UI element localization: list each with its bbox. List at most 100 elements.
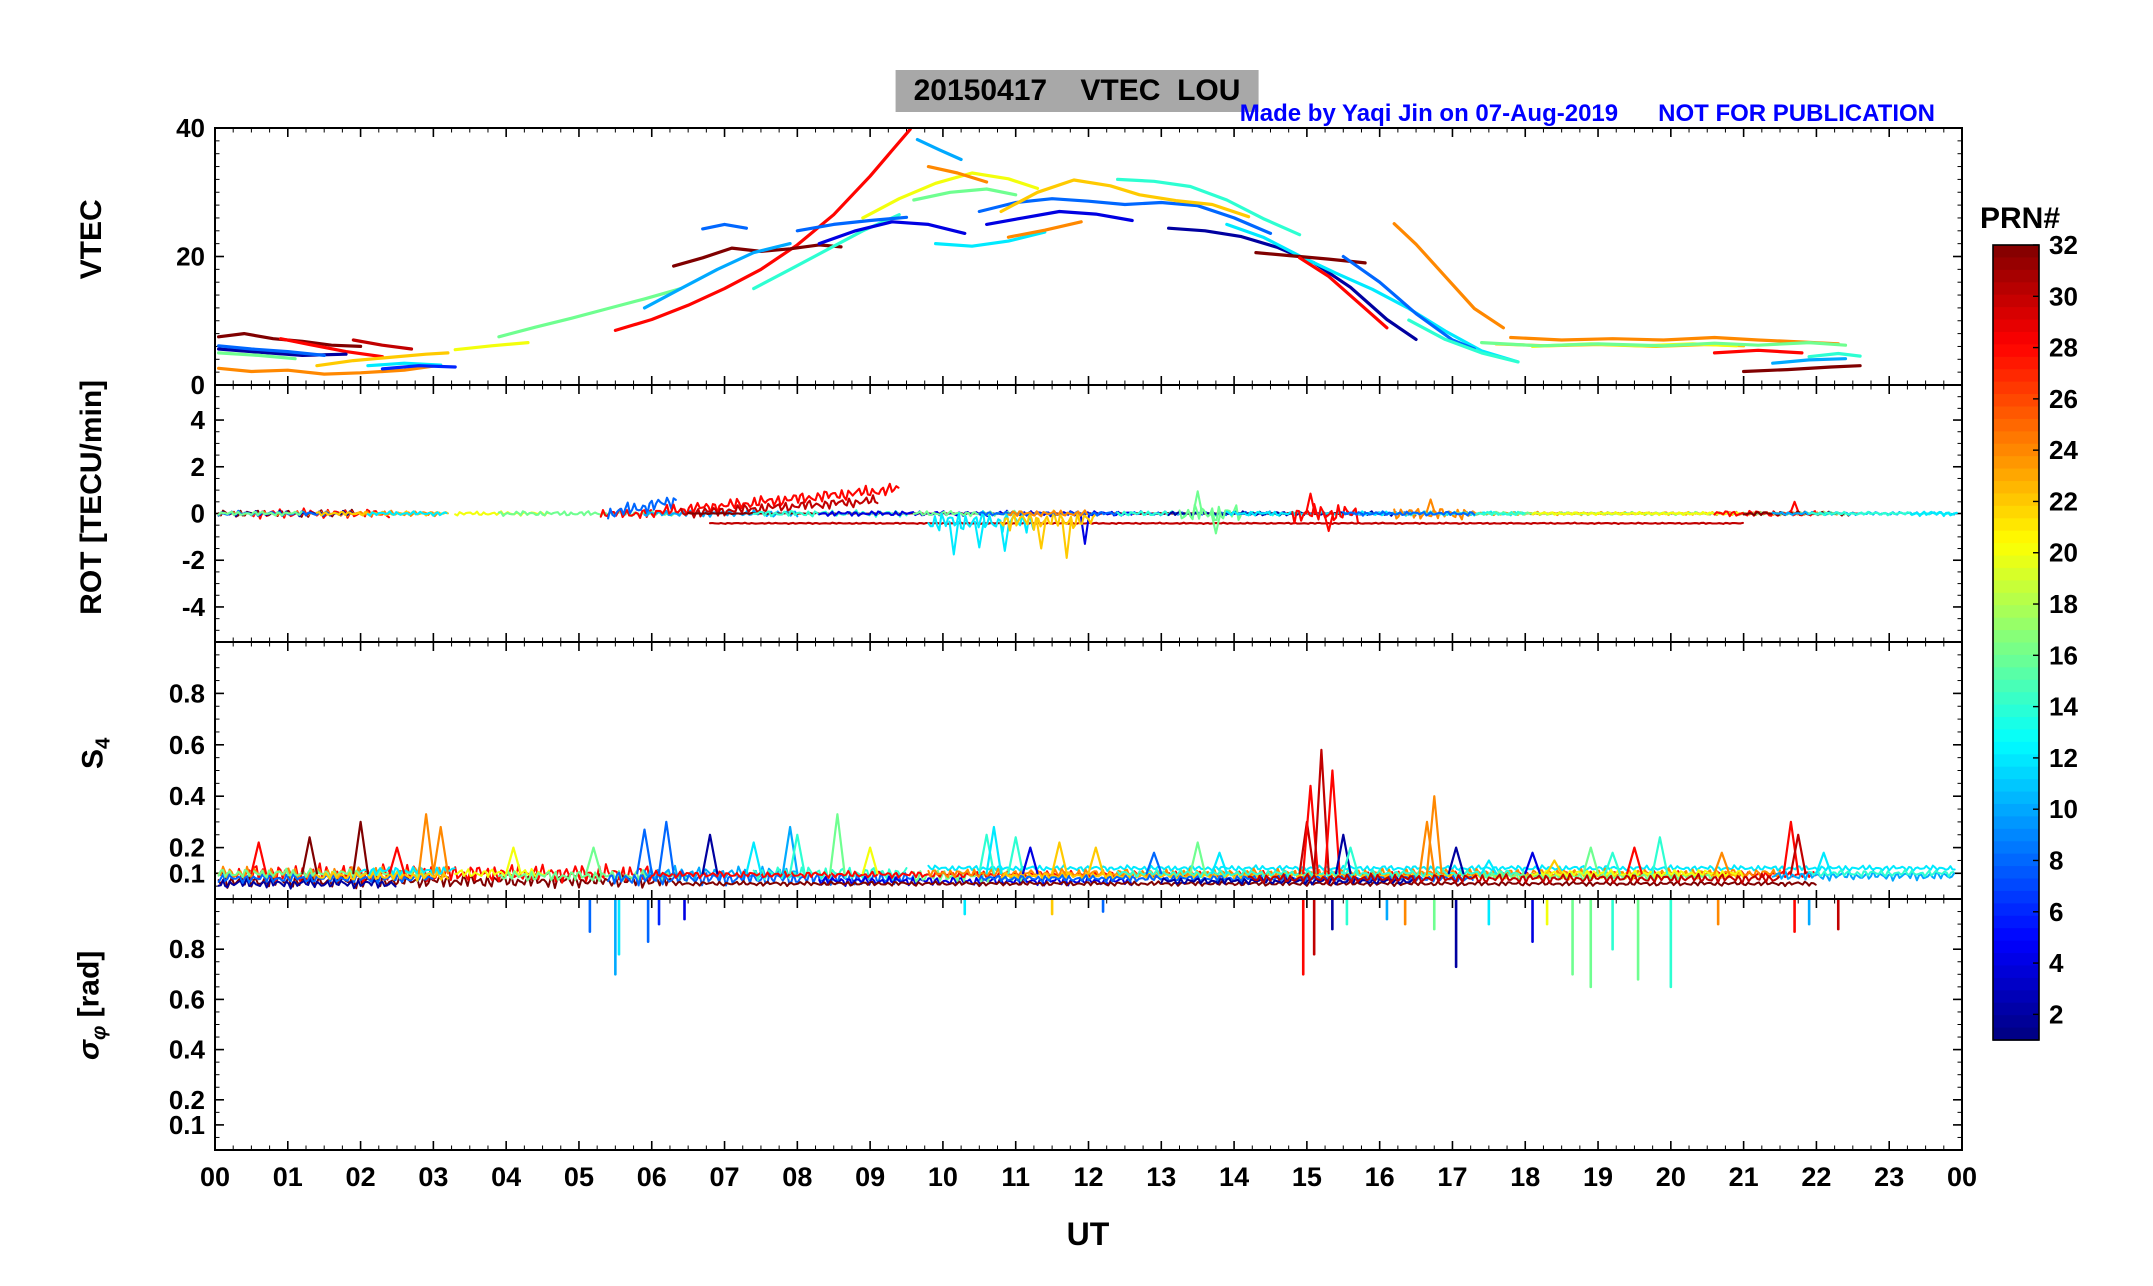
x-tick-label: 07 [710, 1162, 740, 1192]
s4-series [217, 748, 1956, 890]
rot-series-prn30 [679, 494, 879, 519]
s4-spike-prn30 [1313, 748, 1330, 875]
colorbar-gradient-cell [1993, 766, 2039, 780]
s4-spike-prn2 [1447, 846, 1465, 875]
s4-spike-prn8 [1145, 851, 1163, 875]
colorbar-tick-label: 8 [2049, 845, 2063, 875]
x-tick-label: 20 [1656, 1162, 1686, 1192]
colorbar-gradient-cell [1993, 505, 2039, 519]
sigma-phi-series [588, 899, 1840, 989]
s4-baseline-prn12 [359, 865, 456, 877]
vtec-series-prn8 [1341, 254, 1476, 351]
s4-spike-prn32 [352, 820, 369, 875]
colorbar-gradient-cell [1993, 729, 2039, 743]
x-tick-label: 13 [1146, 1162, 1176, 1192]
vtec-series-prn8 [795, 215, 909, 233]
colorbar-gradient-cell [1993, 1015, 2039, 1029]
colorbar-gradient-cell [1993, 356, 2039, 370]
rot-spike-prn24 [1425, 498, 1437, 515]
colorbar-border [1992, 244, 2040, 1041]
vtec-series-prn10 [1771, 357, 1848, 365]
panel-border-s4 [214, 641, 1963, 900]
s4-baseline-prn14 [1808, 868, 1955, 878]
s4-spike-prn12 [1480, 859, 1498, 875]
s4-baseline-prn20 [454, 867, 551, 880]
tick-marks [214, 127, 1963, 1151]
x-tick-label: 05 [564, 1162, 594, 1192]
plot-title: 20150417 VTEC LOU [895, 70, 1259, 112]
colorbar-gradient-cell [1993, 928, 2039, 942]
s4-spike-prn8 [657, 820, 675, 875]
y-tick-label: 4 [191, 405, 206, 435]
s4-spike-prn32 [301, 836, 318, 875]
colorbar-gradient-cell [1993, 990, 2039, 1004]
y-tick-label: -4 [182, 592, 206, 622]
s4-spike-prn10 [781, 825, 799, 875]
s4-spike-prn4 [1021, 846, 1039, 875]
s4-spike-prn16 [1582, 846, 1600, 875]
rot-spike-prn12 [973, 520, 985, 549]
colorbar-gradient-cell [1993, 269, 2039, 283]
vtec-series-prn14 [1407, 318, 1520, 364]
rot-series-prn12 [927, 510, 1039, 534]
watermark-text: Made by Yaqi Jin on 07-Aug-2019 NOT FOR … [1239, 100, 1935, 127]
y-tick-label: 0.6 [169, 984, 205, 1014]
s4-spike-prn30 [1789, 833, 1807, 875]
rot-series-prn20 [1531, 510, 1744, 517]
colorbar-gradient-cell [1993, 580, 2039, 594]
y-tick-label: 0.2 [169, 1085, 205, 1115]
s4-spike-prn2 [701, 833, 719, 875]
colorbar-gradient-cell [1993, 915, 2039, 929]
colorbar-gradient-cell [1993, 853, 2039, 867]
s4-spike-prn16 [1189, 841, 1207, 875]
colorbar-gradient-cell [1993, 741, 2039, 755]
colorbar-gradient-cell [1993, 965, 2039, 979]
x-tick-label: 22 [1801, 1162, 1831, 1192]
colorbar-tick-label: 2 [2049, 999, 2063, 1029]
x-tick-label: 23 [1874, 1162, 1904, 1192]
s4-baseline-prn14 [752, 866, 908, 882]
colorbar-gradient-cell [1993, 630, 2039, 644]
vtec-series-prn16 [497, 287, 683, 339]
s4-baseline-prn22 [315, 870, 449, 882]
rot-spike-prn28 [1789, 500, 1800, 515]
x-tick-label: 19 [1583, 1162, 1613, 1192]
rot-series-prn30 [708, 521, 1744, 526]
colorbar-gradient-cell [1993, 567, 2039, 582]
colorbar-tick-label: 22 [2049, 486, 2078, 516]
colorbar-tick-label: 30 [2049, 281, 2078, 311]
x-tick-label: 00 [1947, 1162, 1977, 1192]
colorbar-gradient-cell [1993, 543, 2039, 557]
rot-series-prn16 [217, 510, 303, 517]
colorbar-gradient-cell [1993, 307, 2039, 321]
y-tick-label: 0.4 [169, 781, 206, 811]
y-tick-label: -2 [182, 545, 205, 575]
colorbar-tick-label: 32 [2049, 230, 2078, 260]
rot-series-prn22 [315, 510, 449, 517]
vtec-series-prn30 [351, 338, 414, 351]
s4-spike-prn22 [1050, 841, 1068, 875]
s4-spike-prn14 [978, 833, 996, 875]
rot-series-prn12 [366, 510, 448, 517]
colorbar-gradient-cell [1993, 791, 2039, 805]
colorbar-gradient-cell [1993, 841, 2039, 855]
colorbar-tick-label: 10 [2049, 794, 2078, 824]
x-axis-label: UT [1066, 1216, 1110, 1252]
s4-baseline-prn20 [1531, 868, 1744, 878]
colorbar-tick-label: 16 [2049, 640, 2078, 670]
colorbar-tick-label: 18 [2049, 589, 2078, 619]
vtec-series-prn22 [315, 351, 450, 368]
y-tick-label: 0.2 [169, 833, 205, 863]
colorbar-tick-label: 4 [2049, 948, 2064, 978]
y-tick-label: 2 [191, 452, 205, 482]
vtec-series-prn28 [278, 337, 384, 359]
x-tick-label: 03 [418, 1162, 448, 1192]
colorbar-gradient-cell [1993, 704, 2039, 718]
vtec-series-prn28 [613, 128, 912, 332]
vtec-series-prn8 [977, 197, 1273, 235]
s4-spike-prn14 [1604, 851, 1622, 875]
x-tick-label: 10 [928, 1162, 958, 1192]
colorbar-gradient-cell [1993, 1027, 2039, 1041]
vtec-series-prn8 [701, 222, 749, 231]
colorbar-gradient-cell [1993, 369, 2039, 383]
